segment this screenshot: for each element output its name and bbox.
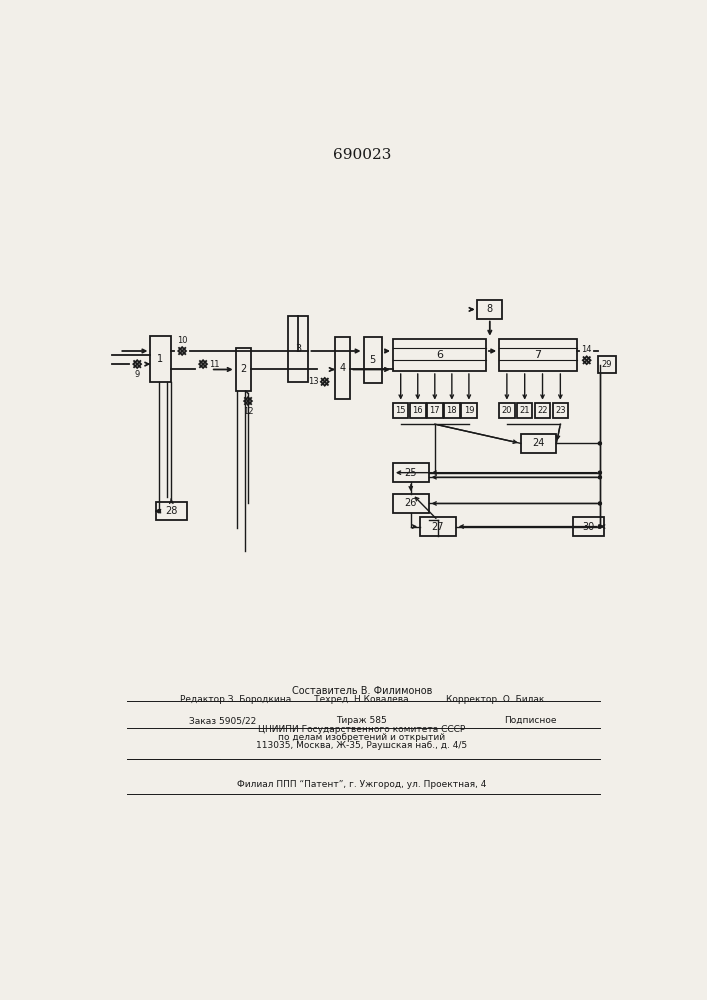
- Text: по делам изобретений и открытий: по делам изобретений и открытий: [279, 733, 445, 742]
- Text: ЦНИИПИ Государственного комитета СССР: ЦНИИПИ Государственного комитета СССР: [258, 725, 466, 734]
- Text: 20: 20: [502, 406, 512, 415]
- Bar: [534, 403, 550, 418]
- Text: 7: 7: [534, 350, 542, 360]
- Text: 113035, Москва, Ж-35, Раушская наб., д. 4/5: 113035, Москва, Ж-35, Раушская наб., д. …: [257, 741, 467, 750]
- Text: 16: 16: [412, 406, 423, 415]
- Text: 14: 14: [581, 345, 592, 354]
- Bar: [156, 502, 187, 520]
- Bar: [461, 403, 477, 418]
- Text: 3: 3: [296, 344, 301, 354]
- Text: Составитель В. Филимонов: Составитель В. Филимонов: [292, 686, 432, 696]
- Bar: [235, 348, 251, 391]
- Text: 26: 26: [404, 498, 417, 508]
- Text: 690023: 690023: [333, 148, 391, 162]
- Bar: [597, 356, 616, 373]
- Bar: [499, 339, 577, 371]
- Circle shape: [598, 525, 602, 528]
- Text: Редактор З. Бородкина        Техред  Н.Ковалева             Корректор  О. Билак: Редактор З. Бородкина Техред Н.Ковалева …: [180, 695, 544, 704]
- Bar: [393, 494, 428, 513]
- Bar: [573, 517, 604, 536]
- Text: 13: 13: [308, 377, 319, 386]
- Text: 28: 28: [165, 506, 177, 516]
- Bar: [477, 300, 502, 319]
- Bar: [499, 403, 515, 418]
- Bar: [288, 316, 308, 382]
- Text: 18: 18: [447, 406, 457, 415]
- Text: Подписное: Подписное: [504, 716, 556, 725]
- Text: 23: 23: [555, 406, 566, 415]
- Circle shape: [598, 502, 602, 505]
- Text: 19: 19: [464, 406, 474, 415]
- Text: Тираж 585: Тираж 585: [337, 716, 387, 725]
- Text: Заказ 5905/22: Заказ 5905/22: [189, 716, 257, 725]
- Bar: [553, 403, 568, 418]
- Text: 24: 24: [532, 438, 545, 448]
- Bar: [393, 463, 428, 482]
- Bar: [393, 339, 486, 371]
- Text: 9: 9: [134, 370, 140, 379]
- Text: 1: 1: [158, 354, 163, 364]
- Bar: [363, 337, 382, 383]
- Text: 8: 8: [486, 304, 493, 314]
- Text: 6: 6: [436, 350, 443, 360]
- Text: 25: 25: [404, 468, 417, 478]
- Text: 5: 5: [370, 355, 376, 365]
- Text: Филиал ППП “Патент”, г. Ужгород, ул. Проектная, 4: Филиал ППП “Патент”, г. Ужгород, ул. Про…: [238, 780, 486, 789]
- Bar: [521, 434, 556, 453]
- Bar: [393, 403, 409, 418]
- Bar: [517, 403, 532, 418]
- Circle shape: [598, 476, 602, 479]
- Bar: [427, 403, 443, 418]
- Text: 11: 11: [209, 360, 220, 369]
- Circle shape: [598, 442, 602, 445]
- Text: 17: 17: [429, 406, 440, 415]
- Circle shape: [158, 510, 160, 513]
- Text: 15: 15: [395, 406, 406, 415]
- Text: 4: 4: [339, 363, 346, 373]
- Text: 29: 29: [602, 360, 612, 369]
- Text: 10: 10: [177, 336, 187, 345]
- Bar: [444, 403, 460, 418]
- Text: 2: 2: [240, 364, 247, 374]
- Bar: [335, 337, 351, 399]
- Text: 22: 22: [537, 406, 548, 415]
- Bar: [420, 517, 456, 536]
- Text: 30: 30: [582, 522, 595, 532]
- Bar: [151, 336, 170, 382]
- Circle shape: [598, 471, 602, 474]
- Bar: [410, 403, 426, 418]
- Text: 27: 27: [432, 522, 444, 532]
- Text: 21: 21: [520, 406, 530, 415]
- Text: 12: 12: [243, 407, 253, 416]
